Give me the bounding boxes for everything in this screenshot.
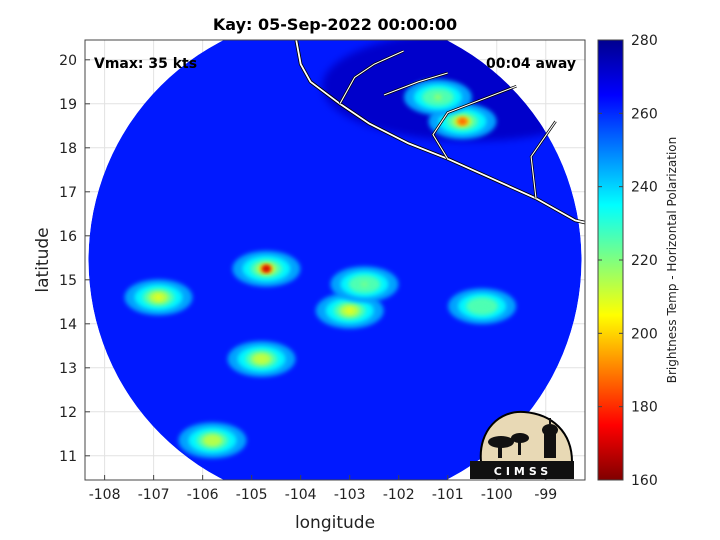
x-tick-label: -99 <box>534 487 557 503</box>
y-axis-label: latitude <box>33 227 53 292</box>
y-tick-label: 16 <box>59 229 77 245</box>
y-tick-label: 19 <box>59 97 77 113</box>
feature-core <box>433 94 442 101</box>
feature-core <box>360 281 369 288</box>
logo-text: CIMSS <box>494 465 552 478</box>
colorbar-label: Brightness Temp - Horizontal Polarizatio… <box>665 137 679 384</box>
chart-title: Kay: 05-Sep-2022 00:00:00 <box>213 15 457 34</box>
coastline-line <box>295 40 585 224</box>
y-tick-label: 17 <box>59 185 77 201</box>
colorbar-tick-label: 240 <box>631 180 658 196</box>
x-tick-label: -107 <box>138 487 170 503</box>
y-tick-label: 18 <box>59 141 77 157</box>
convective-feature <box>124 279 193 316</box>
feature-core <box>478 303 487 310</box>
x-tick-label: -105 <box>236 487 268 503</box>
state-border <box>383 72 448 96</box>
state-border <box>530 121 557 199</box>
feature-core <box>208 437 217 444</box>
x-axis: -108 -107 -106 -105 -104 -103 -102 -101 -100 -99 <box>89 475 557 503</box>
y-tick-label: 15 <box>59 273 77 289</box>
convective-feature <box>330 266 399 303</box>
feature-core <box>154 294 163 301</box>
plot-frame <box>84 39 586 481</box>
x-tick-label: -102 <box>383 487 415 503</box>
y-tick-label: 12 <box>59 405 77 421</box>
convective-feature <box>232 250 301 287</box>
feature-core <box>262 265 271 272</box>
y-tick-label: 20 <box>59 53 77 69</box>
convective-feature <box>227 341 296 377</box>
state-border <box>432 85 517 160</box>
y-tick-label: 11 <box>59 449 77 465</box>
cimss-logo: CIMSS <box>470 410 574 479</box>
colorbar-tick-label: 200 <box>631 326 658 342</box>
x-axis-label: longitude <box>295 513 375 533</box>
x-tick-label: -106 <box>187 487 219 503</box>
colorbar-ticks: 160 180 200 220 240 260 280 <box>598 33 658 489</box>
colorbar-tick-label: 160 <box>631 473 658 489</box>
vmax-annotation: Vmax: 35 kts <box>94 56 197 72</box>
x-tick-label: -103 <box>334 487 366 503</box>
colorbar-tick-label: 220 <box>631 253 658 269</box>
y-tick-label: 14 <box>59 317 77 333</box>
convective-feature <box>403 79 472 116</box>
feature-core <box>345 307 354 314</box>
y-axis: 11 12 13 14 15 16 17 18 19 20 <box>59 53 90 465</box>
time-offset-annotation: 00:04 away <box>486 56 576 72</box>
x-tick-label: -101 <box>432 487 464 503</box>
colorbar-tick-label: 180 <box>631 400 658 416</box>
coastline <box>294 40 585 225</box>
convective-feature <box>448 288 517 325</box>
x-tick-label: -108 <box>89 487 121 503</box>
y-tick-label: 13 <box>59 361 77 377</box>
state-border <box>339 50 404 105</box>
feature-core <box>458 118 467 125</box>
colorbar <box>597 39 624 481</box>
feature-core <box>257 356 266 362</box>
colorbar-tick-label: 280 <box>631 33 658 49</box>
x-tick-label: -104 <box>285 487 317 503</box>
convective-feature <box>178 422 247 459</box>
x-tick-label: -100 <box>481 487 513 503</box>
colorbar-tick-label: 260 <box>631 106 658 122</box>
